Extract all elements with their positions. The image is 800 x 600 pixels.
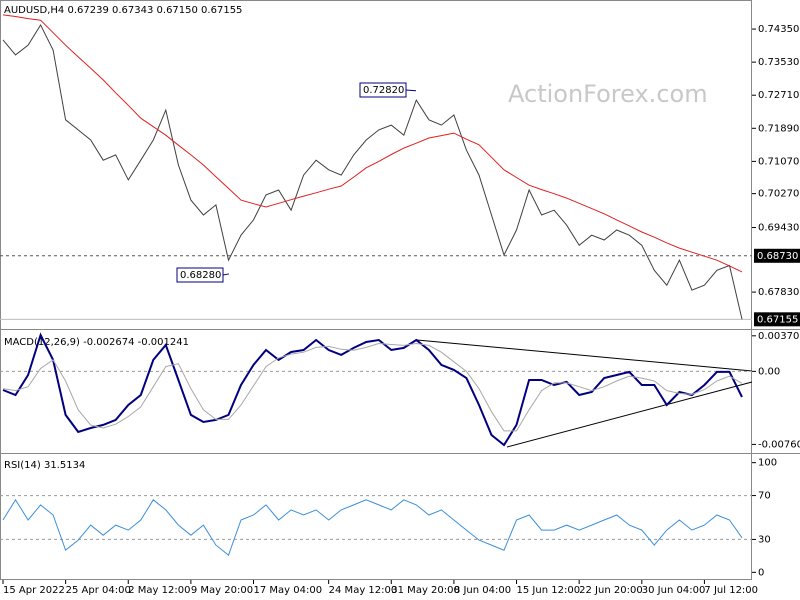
x-tick-label: 22 Jun 20:00 — [579, 585, 643, 596]
series-line — [2, 332, 743, 447]
series-line — [2, 23, 743, 320]
y-tick-label: 70 — [758, 491, 771, 502]
trend-line — [416, 339, 753, 372]
annotation-label: 0.68280 — [180, 270, 221, 281]
y-tick-label: 30 — [758, 534, 771, 545]
y-tick-label: 0.74350 — [758, 24, 799, 35]
level-label-box — [754, 312, 800, 327]
x-tick-label: 15 Apr 2022 — [3, 585, 65, 596]
level-label: 0.68730 — [757, 251, 798, 262]
y-tick-label: 0.70270 — [758, 189, 799, 200]
annotation-box — [176, 267, 224, 283]
annotation-leader — [222, 273, 230, 276]
x-tick-label: 30 Jun 04:00 — [642, 585, 706, 596]
y-tick-label: 0.71070 — [758, 156, 799, 167]
pane-title: MACD(12,26,9) -0.002674 -0.001241 — [4, 337, 189, 348]
watermark: ActionForex.com — [508, 80, 708, 108]
level-label-box — [754, 248, 800, 263]
annotation-leader — [405, 89, 417, 92]
y-tick-label: 0.69430 — [758, 223, 799, 234]
x-tick-label: 8 Jun 04:00 — [454, 585, 511, 596]
x-tick-label: 31 May 20:00 — [391, 585, 460, 596]
x-tick-label: 2 May 12:00 — [128, 585, 190, 596]
pane-title: RSI(14) 31.5134 — [4, 460, 85, 471]
x-tick-label: 25 Apr 04:00 — [66, 585, 131, 596]
x-tick-label: 17 May 04:00 — [254, 585, 323, 596]
annotation-label: 0.72820 — [363, 85, 404, 96]
y-tick-label: 0.00 — [758, 366, 780, 377]
y-tick-label: 0.003703 — [758, 331, 800, 342]
y-tick-label: 0.72710 — [758, 90, 799, 101]
pane-title: AUDUSD,H4 0.67239 0.67343 0.67150 0.6715… — [4, 5, 242, 16]
series-line — [2, 14, 743, 273]
level-label: 0.67155 — [757, 314, 798, 325]
y-tick-label: 0.71890 — [758, 123, 799, 134]
x-tick-label: 24 May 12:00 — [329, 585, 398, 596]
series-line — [2, 342, 743, 432]
y-tick-label: 0.67830 — [758, 287, 799, 298]
annotation-box — [359, 82, 407, 98]
series-line — [2, 498, 743, 557]
y-tick-label: -0.007608 — [758, 439, 800, 450]
x-tick-label: 15 Jun 12:00 — [517, 585, 581, 596]
y-tick-label: 0.73530 — [758, 57, 799, 68]
x-tick-label: 7 Jul 12:00 — [704, 585, 758, 596]
x-tick-label: 9 May 20:00 — [191, 585, 253, 596]
trend-line — [506, 381, 753, 448]
y-tick-label: 0 — [758, 567, 764, 578]
y-tick-label: 100 — [758, 458, 777, 469]
